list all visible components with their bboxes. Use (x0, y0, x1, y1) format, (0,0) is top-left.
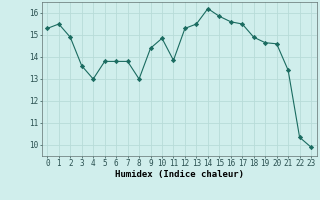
X-axis label: Humidex (Indice chaleur): Humidex (Indice chaleur) (115, 170, 244, 179)
